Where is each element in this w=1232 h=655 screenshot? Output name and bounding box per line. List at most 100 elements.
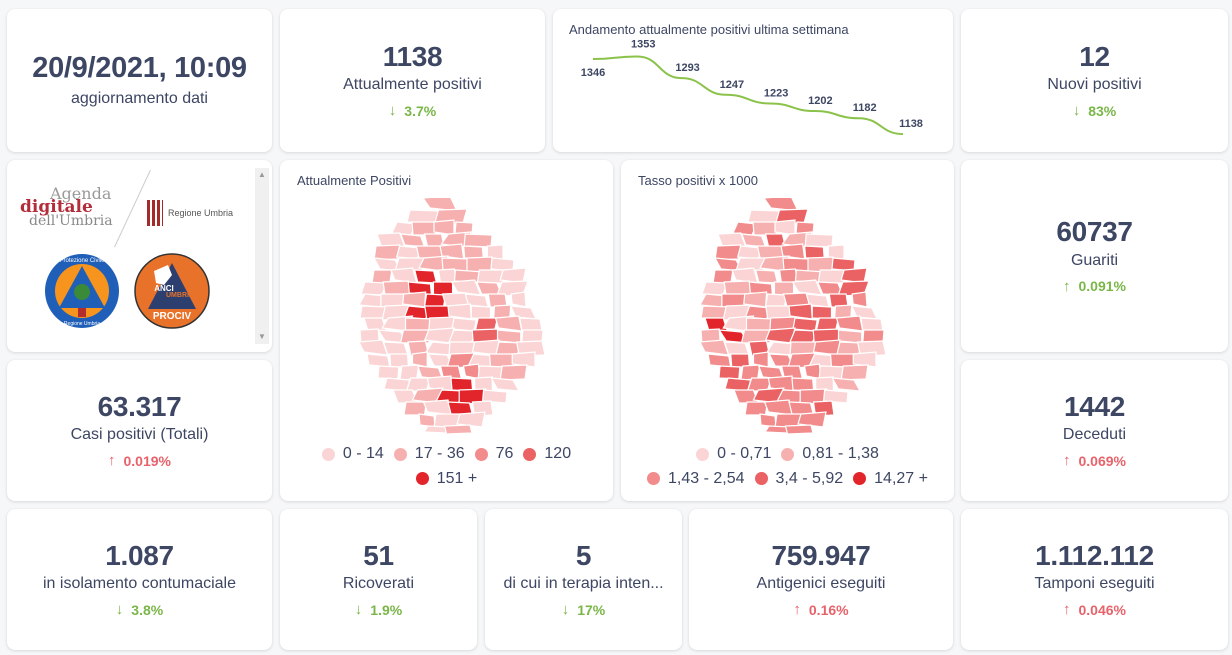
municipality-area[interactable] xyxy=(519,317,543,332)
municipality-area[interactable] xyxy=(413,269,438,284)
municipality-area[interactable] xyxy=(366,353,391,368)
municipality-area[interactable] xyxy=(740,329,774,344)
municipality-area[interactable] xyxy=(740,233,767,248)
municipality-area[interactable] xyxy=(764,293,788,308)
municipality-area[interactable] xyxy=(792,317,818,332)
delta-value: 0.16% xyxy=(808,601,849,618)
municipality-area[interactable] xyxy=(432,281,454,296)
municipality-area[interactable] xyxy=(423,293,447,308)
municipality-area[interactable] xyxy=(764,233,787,248)
legend-item[interactable]: 3,4 - 5,92 xyxy=(754,468,843,490)
legend-item[interactable]: 151 + xyxy=(415,468,478,490)
legend-item[interactable]: 0,81 - 1,38 xyxy=(781,443,879,465)
municipality-area[interactable] xyxy=(759,413,777,428)
municipality-area[interactable] xyxy=(515,340,546,357)
logos-scrollbar[interactable]: ▲ ▼ xyxy=(255,168,269,344)
municipality-area[interactable] xyxy=(360,281,387,296)
municipality-area[interactable] xyxy=(707,353,732,368)
municipality-area[interactable] xyxy=(822,389,849,404)
scroll-down-icon[interactable]: ▼ xyxy=(258,332,266,341)
municipality-area[interactable] xyxy=(399,329,433,344)
municipality-area[interactable] xyxy=(411,221,437,236)
municipality-area[interactable] xyxy=(754,269,779,284)
municipality-area[interactable] xyxy=(373,244,401,261)
municipality-area[interactable] xyxy=(840,364,869,381)
municipality-area[interactable] xyxy=(382,341,409,356)
municipality-area[interactable] xyxy=(718,365,741,380)
trend-data-label: 1353 xyxy=(631,39,655,51)
municipality-area[interactable] xyxy=(856,340,887,357)
municipality-area[interactable] xyxy=(422,425,451,434)
municipality-area[interactable] xyxy=(784,424,814,435)
kpi-label: Casi positivi (Totali) xyxy=(70,426,209,444)
legend-item[interactable]: 120 xyxy=(523,443,571,465)
municipality-area[interactable] xyxy=(744,401,769,416)
municipality-area[interactable] xyxy=(451,317,477,332)
municipality-area[interactable] xyxy=(701,281,728,296)
municipality-group xyxy=(699,198,887,435)
municipality-area[interactable] xyxy=(723,341,750,356)
legend-label: 151 + xyxy=(436,469,478,487)
municipality-area[interactable] xyxy=(714,244,742,261)
legend-item[interactable]: 17 - 36 xyxy=(393,443,465,465)
municipality-area[interactable] xyxy=(383,377,411,392)
municipality-area[interactable] xyxy=(510,291,527,308)
umbria-choropleth-positivi[interactable] xyxy=(280,198,613,458)
municipality-area[interactable] xyxy=(496,329,522,344)
municipality-area[interactable] xyxy=(811,305,833,320)
municipality-area[interactable] xyxy=(456,411,486,428)
municipality-area[interactable] xyxy=(852,351,877,368)
delta-value: 83% xyxy=(1088,102,1117,119)
municipality-area[interactable] xyxy=(804,233,834,248)
legend-item[interactable]: 0 - 14 xyxy=(321,443,384,465)
delta-value: 3.7% xyxy=(404,102,437,119)
umbria-choropleth-tasso[interactable] xyxy=(621,198,954,458)
municipality-area[interactable] xyxy=(511,351,536,368)
municipality-area[interactable] xyxy=(730,353,751,368)
municipality-area[interactable] xyxy=(470,305,492,320)
municipality-area[interactable] xyxy=(831,377,862,392)
legend-item[interactable]: 14,27 + xyxy=(853,468,928,490)
municipality-area[interactable] xyxy=(494,315,523,332)
municipality-area[interactable] xyxy=(773,281,795,296)
legend-item[interactable]: 1,43 - 2,54 xyxy=(647,468,745,490)
municipality-area[interactable] xyxy=(797,411,827,428)
municipality-area[interactable] xyxy=(837,329,863,344)
municipality-area[interactable] xyxy=(499,364,528,381)
arrow-down-icon: ↓ xyxy=(354,601,363,619)
municipality-area[interactable] xyxy=(389,353,410,368)
kpi-value: 12 xyxy=(1079,40,1110,72)
municipality-area[interactable] xyxy=(463,233,493,248)
municipality-area[interactable] xyxy=(699,339,730,356)
municipality-area[interactable] xyxy=(490,377,521,392)
delta-value: 0.091% xyxy=(1078,278,1126,295)
kpi-value: 1138 xyxy=(382,40,443,72)
municipality-area[interactable] xyxy=(443,424,473,435)
municipality-area[interactable] xyxy=(371,269,393,284)
municipality-area[interactable] xyxy=(471,339,500,356)
municipality-area[interactable] xyxy=(763,425,792,434)
municipality-area[interactable] xyxy=(774,219,796,236)
municipality-area[interactable] xyxy=(399,233,426,248)
municipality-area[interactable] xyxy=(860,317,884,332)
municipality-area[interactable] xyxy=(752,221,778,236)
legend-item[interactable]: 76 xyxy=(474,443,513,465)
municipality-area[interactable] xyxy=(812,339,841,356)
municipality-area[interactable] xyxy=(433,219,455,236)
scroll-up-icon[interactable]: ▲ xyxy=(258,170,266,179)
municipality-area[interactable] xyxy=(724,377,752,392)
kpi-delta: ↓ 17% xyxy=(562,601,606,618)
antigenici-card: 759.947 Antigenici eseguiti ↑ 0.16% xyxy=(689,509,953,650)
municipality-area[interactable] xyxy=(418,413,436,428)
municipality-area[interactable] xyxy=(403,401,428,416)
municipality-area[interactable] xyxy=(423,233,446,248)
municipality-area[interactable] xyxy=(803,363,822,380)
legend-item[interactable]: 0 - 0,71 xyxy=(696,443,771,465)
municipality-area[interactable] xyxy=(851,291,868,308)
municipality-area[interactable] xyxy=(462,363,481,380)
municipality-area[interactable] xyxy=(835,315,864,332)
municipality-area[interactable] xyxy=(712,269,734,284)
municipality-area[interactable] xyxy=(481,389,508,404)
municipality-area[interactable] xyxy=(377,365,400,380)
municipality-area[interactable] xyxy=(358,339,389,356)
